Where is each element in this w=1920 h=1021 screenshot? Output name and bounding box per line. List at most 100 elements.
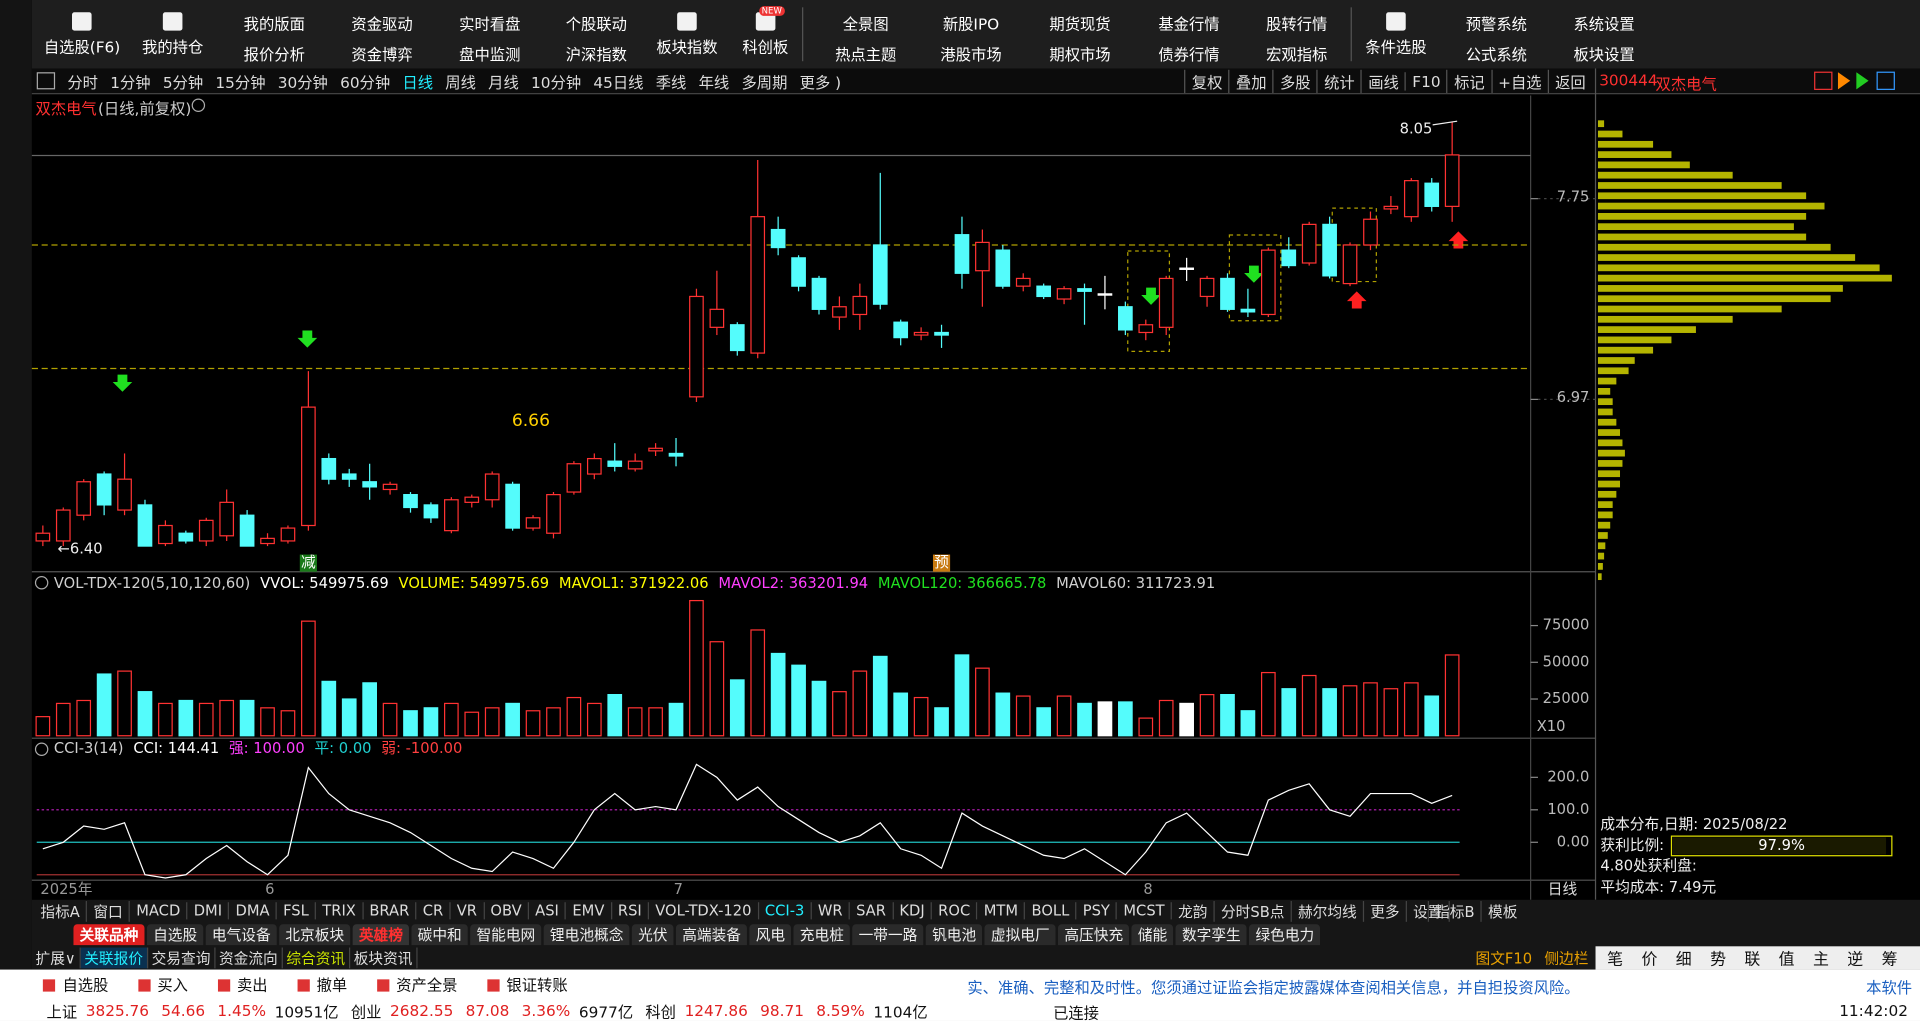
tab[interactable]: 风电 [749,923,792,945]
tab[interactable]: PSY [1077,902,1118,920]
tab[interactable]: 10分钟 [531,72,582,92]
tab[interactable]: FSL [277,902,317,920]
tab[interactable]: BOLL [1025,902,1077,920]
toolbar-button[interactable]: 资金驱动 资金博弈 [351,11,412,65]
tab[interactable]: 虚拟电厂 [984,923,1056,945]
tab[interactable]: 关联报价 [80,946,148,968]
tool-icon[interactable] [1856,72,1869,90]
tab[interactable]: 更多 [1364,900,1407,922]
tab[interactable]: 联 [1744,950,1761,969]
toolbar-button[interactable]: 科创板 [742,7,788,57]
tab[interactable]: 高压快充 [1058,923,1130,945]
toolbar-button[interactable]: 期货现货 期权市场 [1049,11,1110,65]
tab[interactable]: 碳中和 [411,923,468,945]
tab[interactable]: 图文F10 [1475,949,1533,967]
tab[interactable]: MTM [978,902,1026,920]
tab[interactable]: 综合资讯 [283,946,351,968]
tab[interactable]: DMA [229,902,277,920]
tab[interactable]: 买入 [132,971,194,994]
tab[interactable]: 值 [1778,950,1795,969]
tab[interactable]: 撤单 [291,971,353,994]
tab[interactable]: 侧边栏《 [1544,949,1604,967]
tab[interactable]: 钒电池 [925,923,983,945]
tab[interactable]: EMV [566,902,612,920]
tab[interactable]: 5分钟 [162,72,204,92]
tab[interactable]: CCI-3 [759,902,812,920]
tab[interactable]: 高端装备 [676,923,748,945]
tab[interactable]: SAR [850,902,894,920]
tab[interactable]: 卖出 [211,971,273,994]
tab[interactable]: BRAR [363,902,417,920]
tab[interactable]: VOL-TDX-120 [649,902,759,920]
tab[interactable]: 一带一路 [852,923,924,945]
tab[interactable]: 60分钟 [340,72,391,92]
tab[interactable]: 周线 [445,72,476,92]
tab[interactable]: DMI [188,902,230,920]
tab[interactable]: 30分钟 [277,72,328,92]
tab[interactable]: 标记 [1446,69,1491,93]
tab[interactable]: 多周期 [741,72,788,92]
tab[interactable]: 龙韵 [1172,900,1215,922]
tab[interactable]: 季线 [655,72,687,92]
toolbar-button[interactable]: 全景图 热点主题 [835,11,896,65]
tab[interactable]: 交易查询 [148,946,216,968]
tab[interactable]: TRIX [316,902,364,920]
tab[interactable]: 指标A [34,900,88,922]
settings-icon[interactable] [34,742,49,756]
tab[interactable]: 模板 [1480,900,1524,922]
tab[interactable]: 15分钟 [215,72,266,92]
panel-toggle[interactable] [36,72,56,90]
tab[interactable]: 势 [1710,950,1727,969]
tab[interactable]: ASI [529,902,567,920]
tab[interactable]: 复权 [1184,69,1228,93]
tab[interactable]: 价 [1641,950,1658,969]
tab[interactable]: 锂电池概念 [543,923,630,945]
toolbar-button[interactable]: 基金行情 债券行情 [1158,11,1219,65]
tab[interactable]: ROC [932,902,978,920]
tab[interactable]: OBV [484,902,530,920]
settings-icon[interactable] [34,575,49,590]
toolbar-button[interactable]: 系统设置 板块设置 [1573,11,1634,65]
tab[interactable]: 1分钟 [110,72,151,92]
tab[interactable]: 英雄榜 [352,923,410,945]
tab[interactable]: 北京板块 [279,923,351,945]
tab[interactable]: +自选 [1490,69,1548,93]
tab[interactable]: 指标B [1427,900,1481,922]
tab[interactable]: 电气设备 [205,923,277,945]
tab[interactable]: 画线 [1360,69,1405,93]
tab[interactable]: 资产全景 [370,971,463,994]
tab[interactable]: 笔 [1607,950,1624,969]
toolbar-button[interactable]: 条件选股 [1365,7,1427,57]
tab[interactable]: 多股 [1272,69,1317,93]
tab[interactable]: KDJ [893,902,933,920]
toolbar-button[interactable]: 预警系统 公式系统 [1466,11,1527,65]
tab[interactable]: 叠加 [1228,69,1273,93]
tab[interactable]: 年线 [698,72,730,92]
tab[interactable]: 月线 [488,72,519,92]
tab[interactable]: 更多 ) [799,72,842,92]
tab[interactable]: 银证转账 [481,971,574,994]
tab[interactable]: 主 [1812,950,1829,969]
tool-icon[interactable] [1876,71,1895,90]
tab[interactable]: 储能 [1131,923,1174,945]
tab[interactable]: 逆 [1847,950,1864,969]
toolbar-button[interactable]: 我的版面 报价分析 [244,11,305,65]
tab[interactable]: 赫尔均线 [1292,900,1365,922]
tab[interactable]: 关联品种 [73,923,145,945]
tab[interactable]: CR [417,902,451,920]
tab[interactable]: 窗口 [87,900,131,922]
tab[interactable]: 日线 [402,72,434,92]
tab[interactable]: 45日线 [593,72,644,92]
tab[interactable]: 返回 [1547,69,1592,93]
tab[interactable]: MCST [1117,902,1172,920]
tab[interactable]: RSI [612,902,650,920]
settings-icon[interactable] [191,98,206,113]
toolbar-button[interactable]: 我的持仓 [142,7,203,57]
tab[interactable]: F10 [1404,71,1447,90]
tool-icon[interactable] [1837,72,1851,90]
tab[interactable]: 统计 [1316,69,1361,93]
tab[interactable]: 自选股 [146,923,204,945]
toolbar-button[interactable]: 股转行情 宏观指标 [1266,11,1327,65]
toolbar-button[interactable]: 板块指数 [656,7,718,57]
toolbar-button[interactable]: 新股IPO 港股市场 [940,11,1001,65]
